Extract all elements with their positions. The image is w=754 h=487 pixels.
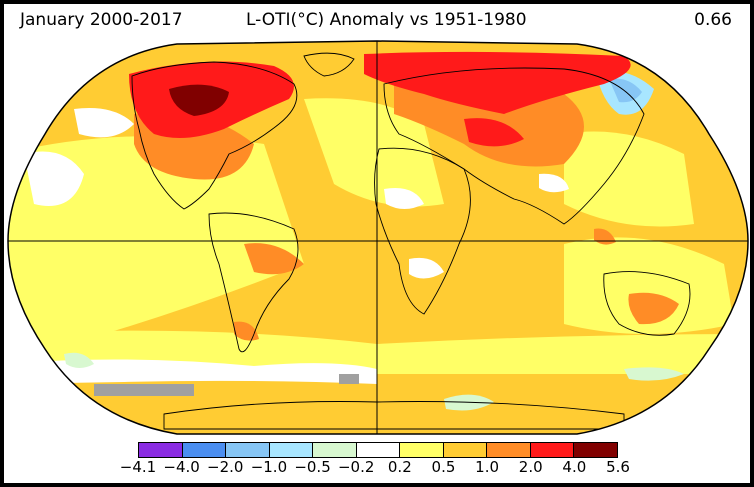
australia-outline bbox=[603, 271, 691, 336]
greenland-outline bbox=[303, 52, 355, 77]
legend-swatch-1 bbox=[182, 443, 227, 457]
hot-asia-red bbox=[464, 118, 524, 147]
antarctica-outline bbox=[163, 401, 625, 430]
legend-tick-9: 2.0 bbox=[518, 458, 543, 476]
warm-sa-orange bbox=[244, 243, 304, 275]
neutral-patch-5 bbox=[409, 257, 444, 279]
legend-swatch-4 bbox=[313, 443, 357, 457]
legend-swatch-6 bbox=[400, 443, 444, 457]
map-frame: January 2000-2017 L-OTI(°C) Anomaly vs 1… bbox=[4, 4, 750, 483]
legend-tick-11: 5.6 bbox=[606, 458, 630, 476]
warm-australia-orange bbox=[628, 292, 679, 325]
period-label: January 2000-2017 bbox=[20, 10, 183, 30]
legend-tick-10: 4.0 bbox=[562, 458, 587, 476]
map-title: L-OTI(°C) Anomaly vs 1951-1980 bbox=[246, 10, 527, 30]
legend-tick-5: −0.2 bbox=[337, 458, 375, 476]
legend-tick-6: 0.2 bbox=[387, 458, 412, 476]
legend-tick-2: −2.0 bbox=[207, 458, 244, 476]
legend-tick-labels: −4.1 −4.0 −2.0 −1.0 −0.5 −0.2 0.2 0.5 1.0 2.0 4.0 5… bbox=[120, 458, 630, 480]
legend-tick-4: −0.5 bbox=[294, 458, 331, 476]
legend-tick-3: −1.0 bbox=[250, 458, 288, 476]
legend-tick-8: 1.0 bbox=[475, 458, 500, 476]
extreme-canada-patch bbox=[169, 84, 229, 116]
cold-core-arctic bbox=[609, 78, 642, 103]
neutral-patch-3 bbox=[8, 359, 377, 384]
hot-siberia-red bbox=[544, 55, 584, 71]
legend-swatch-5 bbox=[356, 443, 401, 457]
legend-swatch-0 bbox=[139, 443, 183, 457]
legend-swatch-9 bbox=[530, 443, 575, 457]
coastlines bbox=[131, 52, 691, 430]
legend-tick-7: 0.5 bbox=[431, 458, 456, 476]
global-mean-value: 0.66 bbox=[694, 10, 732, 30]
pacific-west-band bbox=[564, 131, 694, 227]
legend-tick-0: −4.1 bbox=[119, 458, 157, 476]
legend-swatch-8 bbox=[487, 443, 531, 457]
eurasia-outline bbox=[383, 67, 645, 225]
cool-patch-3 bbox=[64, 352, 94, 368]
atlantic-light-band bbox=[304, 98, 444, 207]
color-legend bbox=[138, 442, 618, 458]
cool-patch-2 bbox=[624, 367, 684, 381]
missing-data-1 bbox=[94, 384, 194, 396]
legend-tick-1: −4.0 bbox=[163, 458, 200, 476]
north-america-outline bbox=[131, 61, 298, 210]
south-america-outline bbox=[208, 212, 299, 353]
anomaly-map bbox=[7, 40, 749, 435]
neutral-patch-7 bbox=[539, 173, 569, 193]
indian-light-band bbox=[564, 237, 734, 334]
neutral-patch-2 bbox=[74, 108, 134, 138]
missing-data-2 bbox=[339, 374, 359, 384]
legend-swatch-2 bbox=[226, 443, 270, 457]
legend-swatch-3 bbox=[269, 443, 314, 457]
legend-swatch-10 bbox=[574, 443, 618, 457]
neutral-patch-4 bbox=[384, 188, 424, 209]
neutral-patch-1 bbox=[24, 151, 84, 206]
legend-swatch-7 bbox=[443, 443, 488, 457]
anomaly-field bbox=[8, 41, 748, 434]
